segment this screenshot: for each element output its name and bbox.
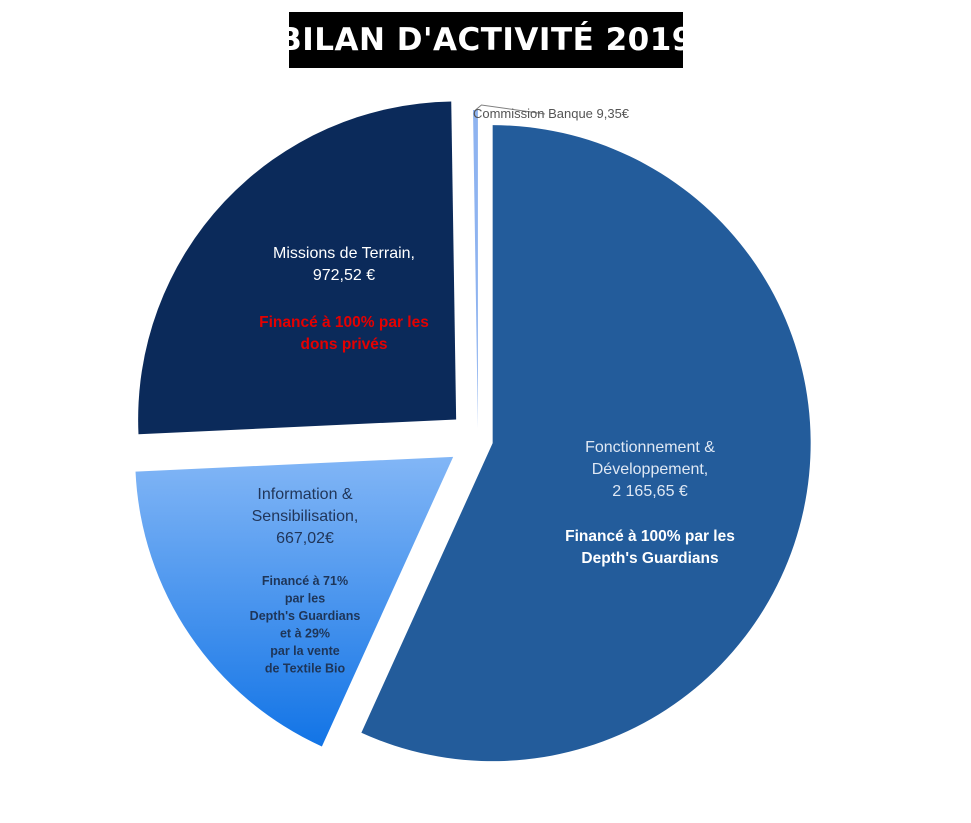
- funding-note-information: de Textile Bio: [265, 662, 346, 676]
- leader-line-commission: [475, 104, 546, 115]
- data-label-fonctionnement: Fonctionnement &: [585, 439, 715, 456]
- data-label-missions: Missions de Terrain,: [273, 245, 415, 262]
- chart-title-banner: BILAN D'ACTIVITÉ 2019: [278, 12, 693, 68]
- funding-note-missions: dons privés: [301, 336, 388, 353]
- funding-note-information: par les: [285, 592, 325, 606]
- funding-note-fonctionnement: Depth's Guardians: [581, 550, 718, 567]
- data-label-information: 667,02€: [276, 530, 334, 547]
- data-label-commission: Commission Banque 9,35€: [473, 106, 630, 121]
- pie-slice-information: [135, 456, 454, 747]
- pie-slice-missions: [138, 101, 457, 435]
- funding-note-information: et à 29%: [280, 627, 330, 641]
- funding-note-missions: Financé à 100% par les: [259, 314, 429, 331]
- data-label-missions: 972,52 €: [313, 267, 375, 284]
- chart-title: BILAN D'ACTIVITÉ 2019: [278, 22, 694, 58]
- data-label-fonctionnement: Développement,: [592, 461, 709, 478]
- data-label-information: Information &: [257, 486, 352, 503]
- data-label-fonctionnement: 2 165,65 €: [612, 483, 688, 500]
- funding-note-information: Financé à 71%: [262, 574, 348, 588]
- funding-note-information: par la vente: [270, 644, 340, 658]
- funding-note-information: Depth's Guardians: [250, 609, 361, 623]
- pie-slice-fonctionnement: [361, 125, 811, 762]
- pie-slice-commission: [473, 110, 478, 429]
- data-label-information: Sensibilisation,: [252, 508, 359, 525]
- funding-note-fonctionnement: Financé à 100% par les: [565, 528, 735, 545]
